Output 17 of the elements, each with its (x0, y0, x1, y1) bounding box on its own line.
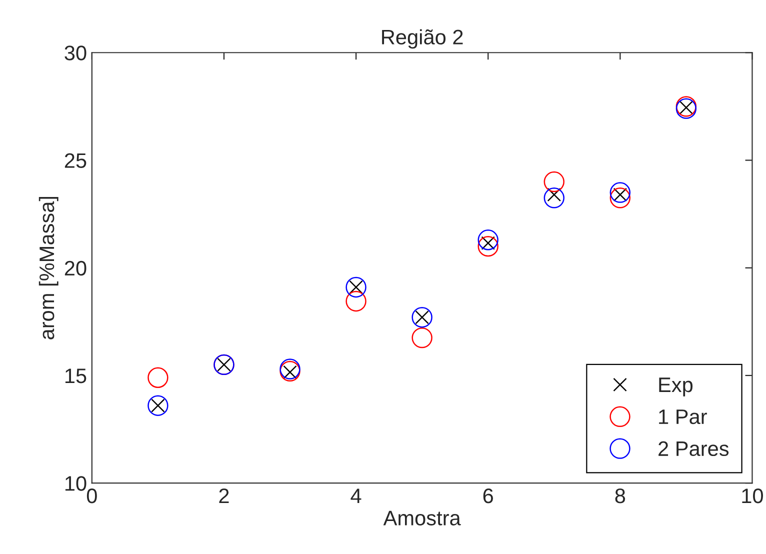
x-tick-label: 8 (615, 488, 626, 504)
legend-label: Exp (659, 378, 693, 396)
y-tick-label: 10 (65, 476, 86, 491)
x-tick-label: 6 (483, 488, 493, 504)
x-tick-label: 0 (86, 488, 97, 504)
y-tick-label: 25 (64, 153, 86, 168)
x-tick-label: 10 (742, 488, 763, 504)
x-tick-label: 4 (350, 488, 362, 504)
y-axis-title: arom [%Massa] (38, 196, 58, 340)
x-axis-title: Amostra (383, 510, 461, 526)
legend-label: 1 Par (659, 410, 707, 424)
y-tick-label: 30 (64, 46, 86, 60)
y-tick-label: 15 (65, 368, 86, 384)
chart-title: Região 2 (382, 29, 463, 49)
y-tick-label: 20 (64, 260, 86, 276)
x-tick-label: 2 (219, 488, 229, 504)
legend-label: 2 Pares (658, 441, 729, 456)
